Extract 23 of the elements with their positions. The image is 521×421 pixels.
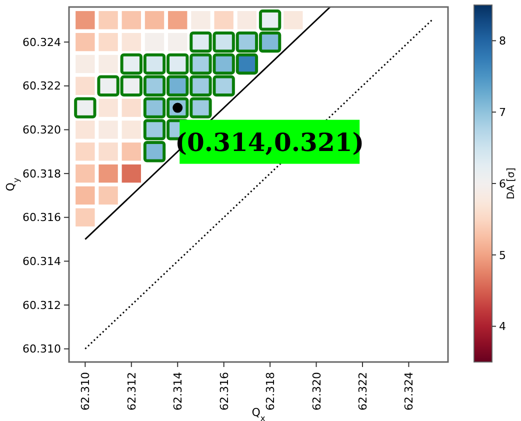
x-tick-label: 62.312 <box>125 372 138 410</box>
color-bar-label: 5 <box>499 248 506 262</box>
y-tick-label: 60.318 <box>22 167 61 180</box>
color-bar-title: DA [σ] <box>506 168 517 200</box>
color-bar-label: 7 <box>499 106 506 119</box>
y-tick-label: 60.316 <box>22 211 61 224</box>
x-tick-label: 62.322 <box>356 372 370 410</box>
y-tick-label: 60.320 <box>22 124 61 137</box>
color-bar-label: 6 <box>499 177 506 190</box>
x-tick-label: 62.318 <box>264 372 278 410</box>
y-tick-label: 60.314 <box>22 255 61 268</box>
x-tick-label: 62.320 <box>310 372 324 410</box>
color-bar-label: 8 <box>499 34 506 48</box>
x-tick-label: 62.324 <box>402 372 416 410</box>
color-bar-label: 4 <box>499 320 506 334</box>
y-tick-label: 60.324 <box>22 36 61 49</box>
y-tick-label: 60.322 <box>22 80 61 93</box>
x-tick-label: 62.314 <box>172 372 185 410</box>
x-tick-label: 62.310 <box>79 372 92 410</box>
x-tick-label: 62.316 <box>218 372 231 410</box>
x-axis-title: Q$_{x}$ <box>252 406 266 421</box>
y-tick-label: 60.310 <box>22 342 61 356</box>
y-tick-label: 60.312 <box>22 298 61 312</box>
